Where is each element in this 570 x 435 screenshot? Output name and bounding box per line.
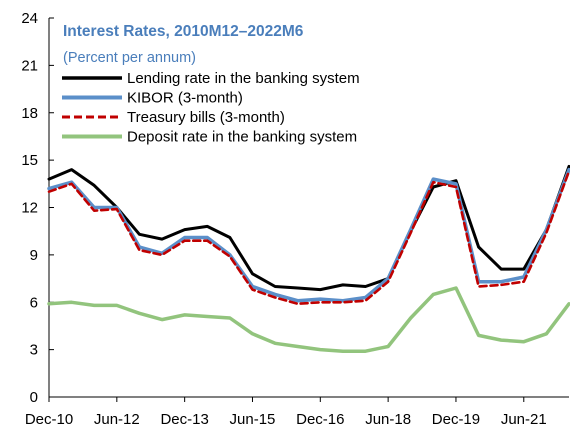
y-tick-label: 12 [21, 200, 38, 217]
chart-legend: Lending rate in the banking system KIBOR … [62, 70, 360, 146]
y-tick-label: 24 [21, 10, 38, 27]
x-tick-label: Jun-15 [230, 411, 276, 428]
legend-label: KIBOR (3-month) [127, 90, 243, 107]
x-tick-label: Dec-19 [432, 411, 480, 428]
x-tick-label: Jun-21 [501, 411, 547, 428]
x-ticks: Dec-10 Jun-12 Dec-13 Jun-15 Dec-16 Jun-18 Dec-… [25, 397, 547, 428]
legend-label: Deposit rate in the banking system [127, 129, 357, 146]
x-tick-label: Jun-12 [94, 411, 140, 428]
y-ticks: 0 3 6 9 12 15 18 21 24 [21, 10, 54, 406]
chart-title: Interest Rates, 2010M12–2022M6 [63, 23, 304, 40]
x-tick-label: Dec-13 [160, 411, 208, 428]
deposit-rate-line [47, 286, 570, 353]
y-tick-label: 9 [30, 247, 38, 264]
x-tick-label: Dec-16 [296, 411, 344, 428]
x-tick-label: Dec-10 [25, 411, 73, 428]
y-tick-label: 0 [30, 389, 38, 406]
y-tick-label: 21 [21, 57, 38, 74]
y-tick-label: 6 [30, 294, 38, 311]
chart-subtitle: (Percent per annum) [63, 50, 196, 66]
x-tick-label: Jun-18 [365, 411, 411, 428]
y-tick-label: 18 [21, 105, 38, 122]
lending-rate-line [47, 164, 570, 292]
legend-label: Lending rate in the banking system [127, 70, 360, 87]
y-tick-label: 3 [30, 342, 38, 359]
chart-title-block: Interest Rates, 2010M12–2022M6 (Percent … [63, 23, 304, 66]
legend-label: Treasury bills (3-month) [127, 109, 285, 126]
kibor-line [47, 167, 570, 303]
y-tick-label: 15 [21, 152, 38, 169]
series-lines [47, 164, 570, 353]
treasury-bills-line [47, 169, 570, 306]
